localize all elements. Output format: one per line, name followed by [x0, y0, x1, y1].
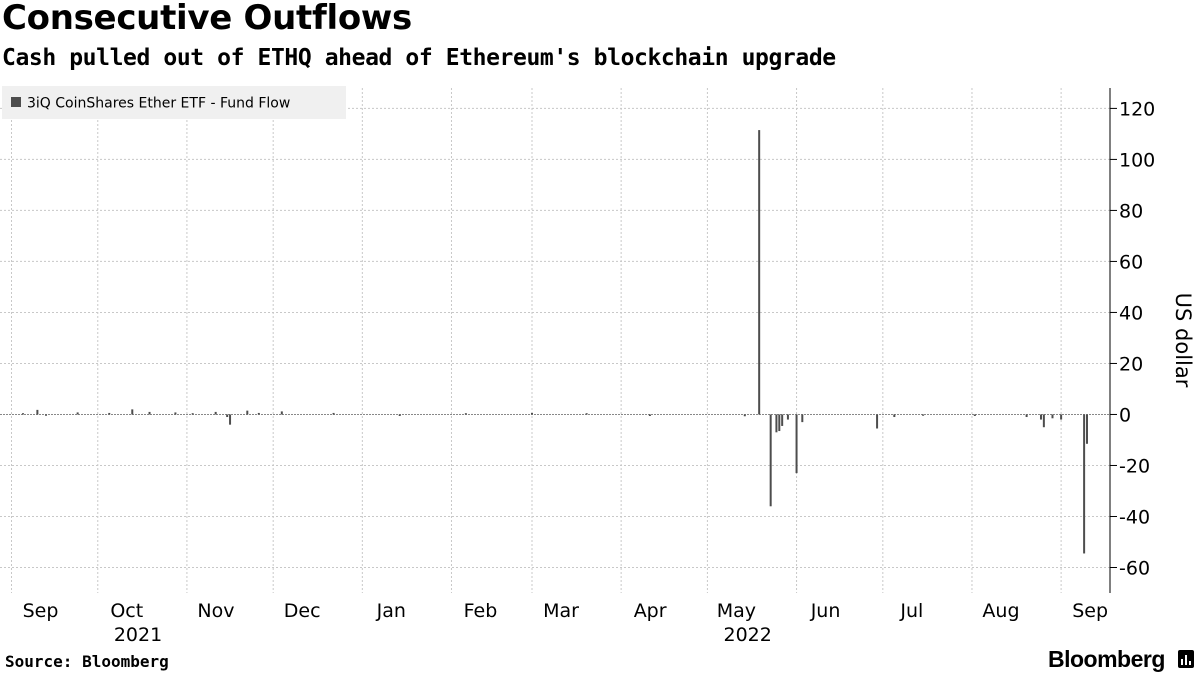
- y-tick-label: 100: [1119, 149, 1155, 171]
- fund-flow-bar: [1085, 414, 1088, 444]
- y-tick-label: 0: [1119, 404, 1131, 426]
- x-tick-label: Nov: [197, 600, 234, 622]
- chart-title: Consecutive Outflows: [2, 0, 412, 38]
- y-tick-label: 80: [1119, 200, 1143, 222]
- x-axis-year-labels: 2021 2022: [114, 624, 772, 646]
- fund-flow-bar: [1042, 414, 1045, 428]
- x-tick-label: Feb: [464, 600, 498, 622]
- x-tick-label: Mar: [543, 600, 579, 622]
- x-tick-label: Jun: [810, 600, 841, 622]
- fund-flow-bar: [257, 412, 260, 415]
- fund-flow-bar: [801, 414, 804, 423]
- legend-label: 3iQ CoinShares Ether ETF - Fund Flow: [27, 96, 290, 112]
- fund-flow-bar: [893, 414, 896, 418]
- y-tick-label: -20: [1119, 455, 1150, 477]
- fund-flow-bar: [775, 414, 778, 433]
- fund-flow-bar: [1060, 414, 1063, 420]
- fund-flow-bars: [22, 130, 1088, 554]
- y-tick-label: 120: [1119, 98, 1155, 120]
- fund-flow-bar: [226, 414, 229, 418]
- x-tick-label: Sep: [1072, 600, 1108, 622]
- fund-flow-bar: [76, 412, 79, 415]
- fund-flow-bar: [45, 414, 48, 416]
- horizontal-gridlines: [0, 107, 1110, 568]
- fund-flow-bar: [36, 409, 39, 415]
- x-tick-label: May: [717, 600, 756, 622]
- fund-flow-bar: [1051, 414, 1054, 419]
- fund-flow-bar: [648, 414, 651, 416]
- fund-flow-bar: [922, 414, 925, 416]
- x-tick-label: Apr: [634, 600, 667, 622]
- fund-flow-bar: [191, 413, 194, 415]
- fund-flow-bar: [743, 414, 746, 417]
- legend-background: [2, 86, 346, 119]
- year-label: 2022: [723, 624, 771, 646]
- legend: 3iQ CoinShares Ether ETF - Fund Flow: [2, 86, 346, 119]
- y-tick-label: -40: [1119, 506, 1150, 528]
- x-tick-label: Sep: [23, 600, 59, 622]
- fund-flow-bar: [280, 411, 283, 415]
- x-axis-ticks: Sep Oct Nov Dec Jan Feb Mar Apr May Jun Jul Aug Sep: [23, 600, 1108, 622]
- fund-flow-bar: [1039, 414, 1042, 420]
- source-note: Source: Bloomberg: [5, 652, 169, 671]
- brand-logo: Bloomberg: [1048, 646, 1165, 672]
- fund-flow-bar: [398, 414, 401, 416]
- fund-flow-bar: [778, 414, 781, 432]
- year-label: 2021: [114, 624, 162, 646]
- fund-flow-bar: [148, 411, 151, 415]
- fund-flow-bar: [1083, 414, 1086, 554]
- y-tick-label: 20: [1119, 353, 1143, 375]
- fund-flow-bar: [786, 414, 789, 420]
- fund-flow-bar: [22, 413, 25, 415]
- vertical-gridlines: [11, 88, 1062, 593]
- fund-flow-bar: [464, 413, 467, 415]
- y-tick-label: -60: [1119, 557, 1150, 579]
- fund-flow-bar: [876, 414, 879, 429]
- x-tick-label: Oct: [110, 600, 143, 622]
- fund-flow-bar: [214, 411, 217, 415]
- x-tick-label: Dec: [284, 600, 321, 622]
- x-tick-label: Aug: [982, 600, 1019, 622]
- fund-flow-bar: [108, 412, 111, 415]
- y-axis-label: US dollar: [1171, 293, 1195, 388]
- x-tick-label: Jan: [376, 600, 406, 622]
- fund-flow-bar: [229, 414, 232, 425]
- y-tick-label: 40: [1119, 302, 1143, 324]
- fund-flow-bar: [530, 412, 533, 415]
- bar-chart-icon: [1178, 650, 1194, 668]
- y-axis-ticks: -60 -40 -20 0 20 40 60 80 100 120: [1110, 98, 1155, 579]
- fund-flow-bar: [769, 414, 772, 507]
- fund-flow-bar: [585, 413, 588, 415]
- chart-subtitle: Cash pulled out of ETHQ ahead of Ethereu…: [2, 45, 836, 71]
- fund-flow-bar: [174, 412, 177, 415]
- fund-flow-bar: [795, 414, 798, 474]
- fund-flow-bar: [246, 410, 249, 415]
- y-tick-label: 60: [1119, 251, 1143, 273]
- fund-flow-bar: [131, 409, 134, 415]
- x-tick-label: Jul: [899, 600, 923, 622]
- fund-flow-bar: [332, 412, 335, 415]
- fund-flow-bar: [973, 414, 976, 416]
- fund-flow-bar: [1025, 414, 1028, 418]
- legend-swatch: [11, 97, 21, 107]
- fund-flow-bar: [758, 130, 761, 415]
- fund-flow-bar: [781, 414, 784, 426]
